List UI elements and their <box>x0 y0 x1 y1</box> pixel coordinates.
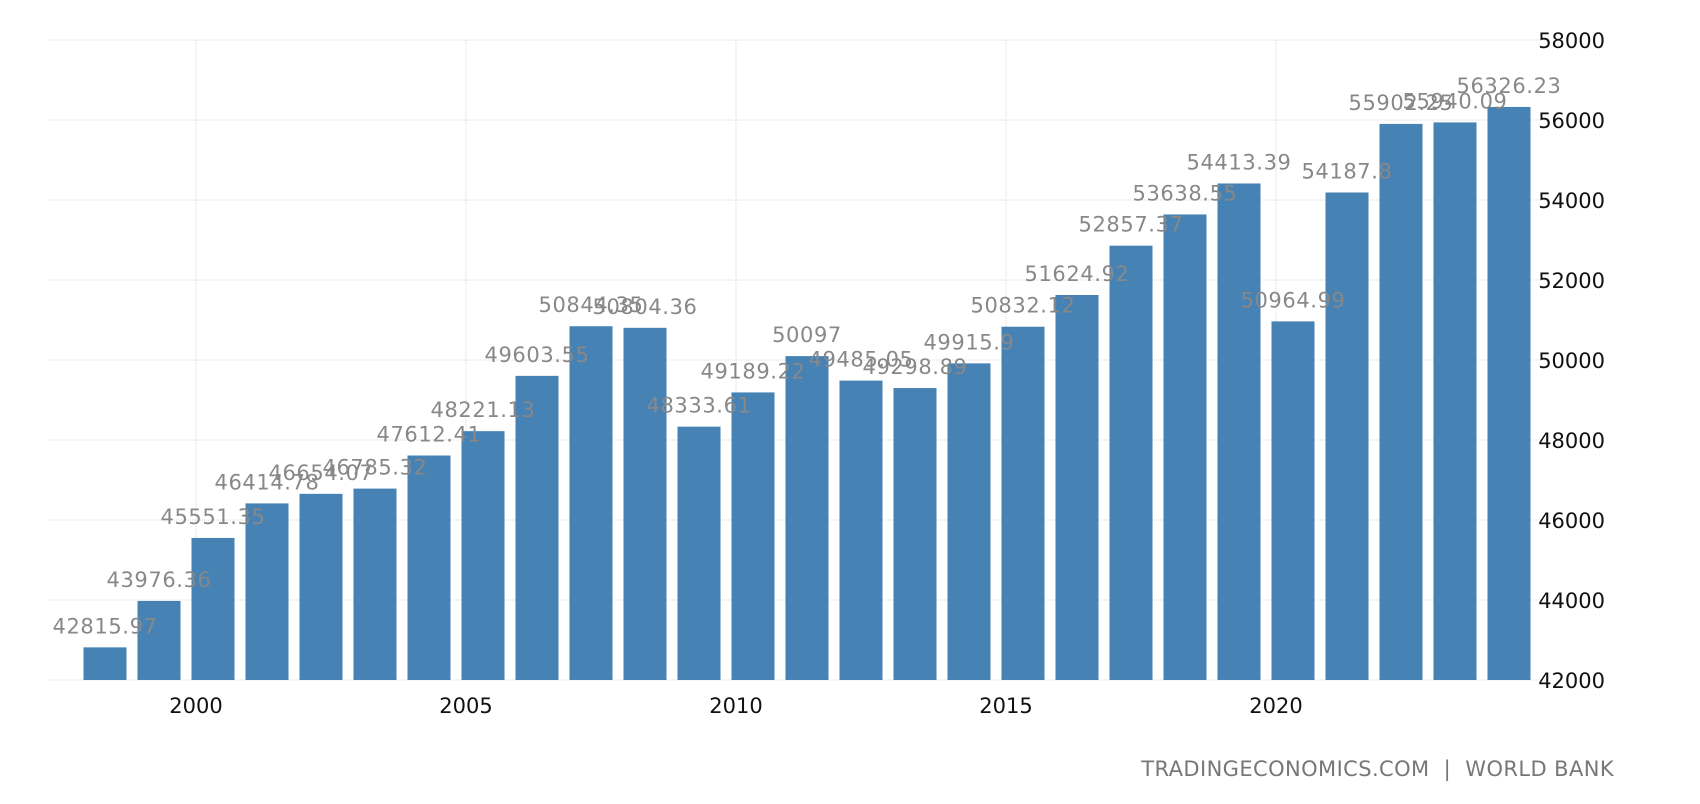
data-label: 54413.39 <box>1186 150 1291 174</box>
data-label: 42815.97 <box>52 614 157 638</box>
data-label: 56326.23 <box>1456 74 1561 98</box>
bar <box>677 426 721 680</box>
bar <box>137 600 181 680</box>
data-label: 55940.09 <box>1402 89 1507 113</box>
data-label: 54187.8 <box>1301 159 1392 183</box>
bar <box>1109 245 1153 680</box>
data-label: 49485.05 <box>808 348 913 372</box>
bar <box>947 363 991 680</box>
bar <box>839 380 883 680</box>
bar <box>1055 295 1099 680</box>
y-tick-label: 58000 <box>1538 29 1605 53</box>
data-labels: 42815.97 43976.36 45551.35 46414.7846654.07… <box>52 74 1561 638</box>
y-tick-label: 52000 <box>1538 269 1605 293</box>
y-tick-label: 48000 <box>1538 429 1605 453</box>
bar <box>1001 326 1045 680</box>
data-label: 46654.07 <box>268 461 373 485</box>
x-axis: 2000 2005 2010 2015 2020 <box>169 694 1302 718</box>
data-label: 50964.99 <box>1240 288 1345 312</box>
data-label: 49189.22 <box>700 359 805 383</box>
bar <box>785 356 829 680</box>
bar <box>1379 123 1423 680</box>
y-tick-label: 44000 <box>1538 589 1605 613</box>
bar <box>83 647 127 680</box>
bar <box>731 392 775 680</box>
x-tick-label: 2015 <box>979 694 1032 718</box>
bar <box>1271 321 1315 680</box>
data-label: 43976.36 <box>106 568 211 592</box>
data-label: 50097 <box>772 323 842 347</box>
data-label: 48333.61 <box>646 394 751 418</box>
bar <box>1163 214 1207 680</box>
data-label: 50844.35 <box>538 293 643 317</box>
bar <box>1433 122 1477 680</box>
x-tick-label: 2000 <box>169 694 222 718</box>
data-label: 55902.25 <box>1348 91 1453 115</box>
data-label: 50832.12 <box>970 294 1075 318</box>
bar <box>299 493 343 680</box>
y-tick-label: 50000 <box>1538 349 1605 373</box>
bar <box>623 327 667 680</box>
data-label: 45551.35 <box>160 505 265 529</box>
y-tick-label: 42000 <box>1538 669 1605 693</box>
y-tick-label: 46000 <box>1538 509 1605 533</box>
bar <box>515 375 559 680</box>
bar <box>1487 106 1531 680</box>
bar <box>353 488 397 680</box>
data-label: 49603.55 <box>484 343 589 367</box>
bars <box>83 106 1531 680</box>
bar <box>407 455 451 680</box>
source-credit: TRADINGECONOMICS.COM | WORLD BANK <box>1140 757 1615 782</box>
data-label: 51624.92 <box>1024 262 1129 286</box>
data-label: 49298.89 <box>862 355 967 379</box>
data-label: 53638.55 <box>1132 181 1237 205</box>
data-label: 48221.13 <box>430 398 535 422</box>
data-label: 46785.32 <box>322 456 427 480</box>
bar <box>461 431 505 680</box>
data-label: 50804.36 <box>592 295 697 319</box>
bar <box>245 503 289 680</box>
y-tick-label: 56000 <box>1538 109 1605 133</box>
x-tick-label: 2010 <box>709 694 762 718</box>
y-tick-label: 54000 <box>1538 189 1605 213</box>
bar <box>1325 192 1369 680</box>
bar <box>569 326 613 680</box>
y-axis: 42000 44000 46000 48000 50000 52000 54000 56000… <box>1538 29 1605 693</box>
bar <box>893 388 937 680</box>
x-tick-label: 2020 <box>1249 694 1302 718</box>
data-label: 49915.9 <box>923 330 1014 354</box>
data-label: 47612.41 <box>376 423 481 447</box>
bar <box>191 537 235 680</box>
bar <box>1217 183 1261 680</box>
data-label: 46414.78 <box>214 470 319 494</box>
x-tick-label: 2005 <box>439 694 492 718</box>
data-label: 52857.37 <box>1078 213 1183 237</box>
